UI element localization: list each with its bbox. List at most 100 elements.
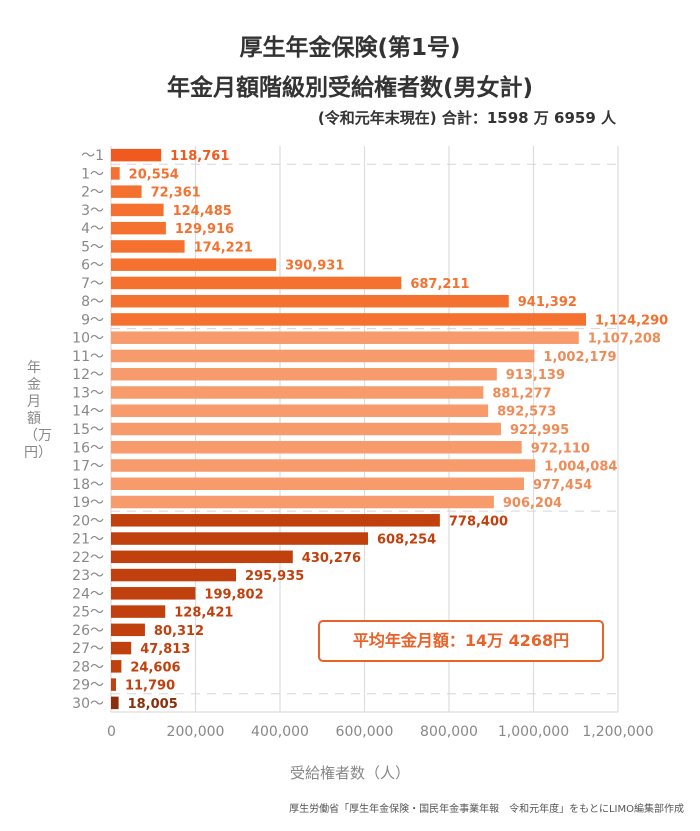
source-note: 厚生労働省「厚生年金保険・国民年金事業年報 令和元年度」をもとにLIMO編集部作… bbox=[289, 804, 684, 815]
data-label: 18,005 bbox=[128, 697, 178, 712]
data-label: 11,790 bbox=[125, 679, 175, 694]
data-label: 608,254 bbox=[377, 533, 436, 548]
chart-subtitle: (令和元年末現在) 合計：1598 万 6959 人 bbox=[317, 109, 616, 127]
y-tick-label: 12～ bbox=[72, 367, 104, 383]
bar bbox=[111, 313, 587, 326]
bar bbox=[111, 294, 509, 308]
bar bbox=[111, 240, 185, 253]
average-pension-box: 平均年金月額：14万 4268円 bbox=[318, 620, 604, 662]
data-label: 129,916 bbox=[175, 222, 234, 237]
bar bbox=[111, 148, 162, 162]
data-label: 430,276 bbox=[302, 551, 361, 566]
bar bbox=[111, 441, 522, 454]
bar bbox=[111, 532, 368, 545]
bar bbox=[111, 203, 164, 217]
y-tick-label: 30～ bbox=[72, 696, 104, 712]
y-tick-label: 5～ bbox=[81, 239, 104, 255]
y-tick-label: 9～ bbox=[81, 312, 104, 328]
bar bbox=[111, 167, 120, 180]
y-tick-label: 22～ bbox=[72, 550, 104, 566]
y-tick-label: 15～ bbox=[72, 422, 104, 438]
y-tick-label: 27～ bbox=[72, 641, 104, 657]
x-tick-label: 0 bbox=[107, 724, 116, 740]
bar bbox=[111, 587, 196, 600]
data-label: 1,002,179 bbox=[543, 350, 616, 365]
y-tick-label: 26～ bbox=[72, 623, 104, 639]
data-label: 1,004,084 bbox=[544, 460, 617, 475]
bar bbox=[111, 404, 489, 417]
bar bbox=[111, 349, 535, 363]
bar bbox=[111, 623, 145, 637]
x-axis-title: 受給権者数（人） bbox=[289, 764, 410, 782]
y-tick-label: 7～ bbox=[81, 276, 104, 292]
data-label: 24,606 bbox=[130, 660, 180, 675]
bar bbox=[111, 477, 524, 491]
y-tick-label: 4～ bbox=[81, 221, 104, 237]
y-tick-label: 23～ bbox=[72, 568, 104, 584]
data-label: 1,107,208 bbox=[588, 332, 661, 347]
data-label: 922,995 bbox=[510, 423, 569, 438]
data-label: 20,554 bbox=[129, 167, 179, 182]
data-label: 881,277 bbox=[492, 386, 551, 401]
bar bbox=[111, 495, 494, 509]
bar bbox=[111, 258, 277, 271]
data-label: 80,312 bbox=[154, 624, 204, 639]
y-tick-label: 28～ bbox=[72, 659, 104, 675]
chart-title-line2: 年金月額階級別受給権者数(男女計) bbox=[166, 75, 534, 101]
y-tick-label: 17～ bbox=[72, 459, 104, 475]
y-tick-label: 29～ bbox=[72, 678, 104, 694]
data-label: 124,485 bbox=[173, 204, 232, 219]
data-label: 199,802 bbox=[204, 587, 263, 602]
y-tick-label: 1～ bbox=[81, 166, 104, 182]
bar bbox=[111, 422, 501, 436]
bar bbox=[111, 514, 440, 527]
data-label: 390,931 bbox=[285, 259, 344, 274]
data-label: 118,761 bbox=[170, 149, 229, 164]
data-label: 972,110 bbox=[531, 441, 590, 456]
bar bbox=[111, 550, 293, 564]
y-tick-label: 16～ bbox=[72, 440, 104, 456]
bar bbox=[111, 660, 122, 673]
bar bbox=[111, 605, 166, 618]
y-axis-title: 年金月額（万円） bbox=[24, 360, 52, 461]
x-tick-label: 800,000 bbox=[420, 724, 478, 740]
y-tick-label: 24～ bbox=[72, 586, 104, 602]
y-tick-label: 10～ bbox=[72, 331, 104, 347]
y-tick-label: 3～ bbox=[81, 203, 104, 219]
y-tick-label: 2～ bbox=[81, 185, 104, 201]
bar bbox=[111, 386, 484, 399]
bar bbox=[111, 331, 579, 344]
data-label: 778,400 bbox=[449, 514, 508, 529]
x-tick-label: 1,000,000 bbox=[498, 724, 569, 740]
x-tick-label: 600,000 bbox=[336, 724, 394, 740]
data-label: 174,221 bbox=[194, 240, 253, 255]
y-tick-label: 8～ bbox=[81, 294, 104, 310]
data-label: 295,935 bbox=[245, 569, 304, 584]
data-label: 941,392 bbox=[518, 295, 577, 310]
y-tick-label: 20～ bbox=[72, 513, 104, 529]
y-tick-label: 18～ bbox=[72, 477, 104, 493]
bar bbox=[111, 221, 166, 235]
data-label: 687,211 bbox=[410, 277, 469, 292]
data-label: 72,361 bbox=[151, 186, 201, 201]
data-label: 913,139 bbox=[506, 368, 565, 383]
x-tick-label: 1,200,000 bbox=[582, 724, 653, 740]
bar bbox=[111, 459, 536, 472]
x-tick-label: 200,000 bbox=[167, 724, 225, 740]
data-label: 977,454 bbox=[533, 478, 592, 493]
bar bbox=[111, 696, 119, 710]
y-tick-label: 25～ bbox=[72, 605, 104, 621]
y-tick-label: 21～ bbox=[72, 532, 104, 548]
bar bbox=[111, 568, 237, 582]
y-tick-label: 11～ bbox=[72, 349, 104, 365]
y-tick-label: 14～ bbox=[72, 404, 104, 420]
bar bbox=[111, 678, 116, 691]
y-tick-label: 13～ bbox=[72, 385, 104, 401]
bar bbox=[111, 276, 402, 290]
data-label: 892,573 bbox=[497, 405, 556, 420]
y-tick-label: 19～ bbox=[72, 495, 104, 511]
data-label: 47,813 bbox=[140, 642, 190, 657]
data-label: 1,124,290 bbox=[595, 313, 668, 328]
y-tick-label: ～1 bbox=[81, 148, 104, 164]
